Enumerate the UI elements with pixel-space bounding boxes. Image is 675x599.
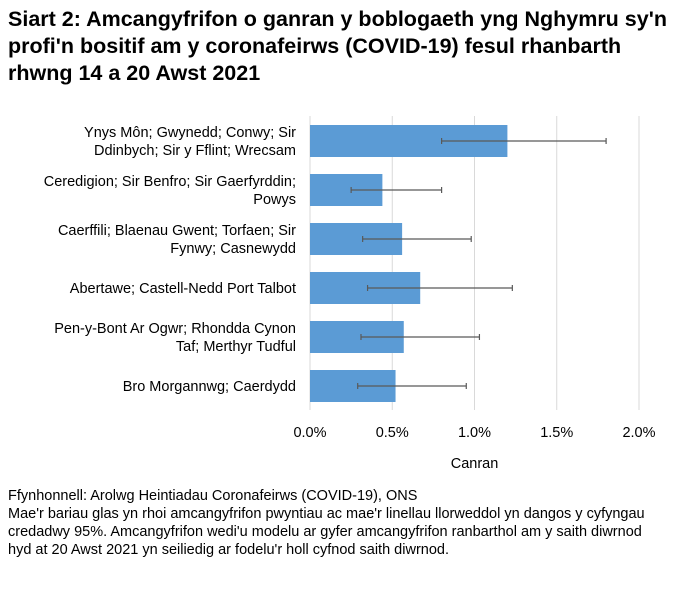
x-tick-label: 2.0% — [622, 425, 655, 441]
category-label: Pen-y-Bont Ar Ogwr; Rhondda Cynon — [54, 321, 296, 337]
category-label: Fynwy; Casnewydd — [170, 241, 296, 257]
bar-chart: 0.0% 0.5% 1.0% 1.5% 2.0% Canran Ynys Môn; Gwyn… — [44, 116, 656, 472]
category-label: Caerffili; Blaenau Gwent; Torfaen; Sir — [58, 223, 296, 239]
category-label: Ynys Môn; Gwynedd; Conwy; Sir — [84, 125, 296, 141]
category-label: Ddinbych; Sir y Fflint; Wrecsam — [94, 143, 296, 159]
note-text: Mae'r bariau glas yn rhoi amcangyfrifon … — [8, 506, 645, 558]
x-tick-label: 0.0% — [293, 425, 326, 441]
source-text: Ffynhonnell: Arolwg Heintiadau Coronafei… — [8, 488, 418, 504]
x-tick-label: 0.5% — [376, 425, 409, 441]
x-axis-label: Canran — [451, 456, 499, 472]
category-label: Ceredigion; Sir Benfro; Sir Gaerfyrddin; — [44, 174, 296, 190]
category-label: Powys — [253, 192, 296, 208]
x-tick-label: 1.5% — [540, 425, 573, 441]
category-label: Bro Morgannwg; Caerdydd — [123, 379, 296, 395]
chart-title: Siart 2: Amcangyfrifon o ganran y boblog… — [8, 7, 667, 85]
footer: Ffynhonnell: Arolwg Heintiadau Coronafei… — [8, 487, 668, 559]
x-tick-label: 1.0% — [458, 425, 491, 441]
category-label: Abertawe; Castell-Nedd Port Talbot — [70, 281, 296, 297]
category-label: Taf; Merthyr Tudful — [176, 339, 296, 355]
